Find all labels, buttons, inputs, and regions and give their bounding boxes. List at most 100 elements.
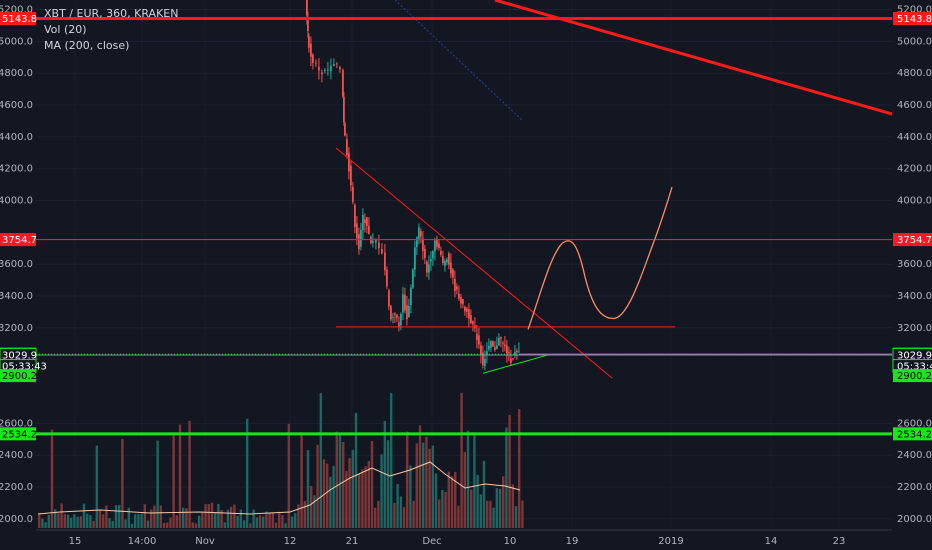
chart-legend: XBT / EUR, 360, KRAKEN Vol (20) MA (200,…	[44, 6, 178, 54]
candle-body	[434, 240, 436, 252]
volume-bar	[361, 469, 364, 528]
candle-body	[356, 223, 358, 239]
volume-bar	[255, 517, 258, 528]
volume-bar	[377, 500, 380, 528]
y-tick-label-right: 4200.0	[897, 164, 932, 175]
candle-body	[476, 333, 478, 340]
candle-body	[354, 204, 356, 228]
green-rising-trendline	[482, 354, 549, 374]
price-tag-left-text: 05:33:43	[2, 362, 47, 373]
candle-body	[390, 305, 392, 320]
candle-body	[472, 321, 474, 325]
volume-bar	[249, 523, 252, 528]
candle-body	[498, 338, 500, 346]
y-tick-label-left: 2000.0	[0, 514, 33, 525]
candle-body	[442, 255, 444, 264]
volume-bar	[76, 516, 79, 528]
price-tag-left-text: 2900.2	[2, 371, 37, 382]
volume-bar	[338, 434, 342, 528]
candle-body	[366, 217, 368, 226]
x-tick-label: 2019	[658, 536, 683, 547]
price-tag-right-text: 2534.2	[897, 429, 932, 440]
candle-body	[444, 261, 446, 266]
candle-body	[496, 345, 498, 349]
volume-bar	[246, 418, 249, 528]
volume-bar	[130, 523, 134, 528]
blue-trendline	[394, 0, 523, 121]
y-tick-label-right: 5000.0	[897, 36, 932, 47]
volume-bar	[335, 431, 338, 528]
volume-bar	[409, 465, 412, 528]
volume-bar	[66, 514, 70, 528]
candle-body	[482, 352, 484, 366]
volume-bar	[287, 423, 290, 528]
volume-bar	[41, 518, 44, 528]
volume-bar	[146, 520, 150, 528]
volume-bar	[169, 517, 172, 528]
y-tick-label-right: 3600.0	[897, 259, 932, 270]
volume-indicator-label: Vol (20)	[44, 23, 87, 36]
volume-bar	[454, 471, 457, 528]
candle-body	[350, 165, 352, 186]
volume-bar	[383, 420, 386, 528]
volume-bar	[57, 513, 60, 528]
candle-body	[436, 238, 438, 247]
volume-bar	[390, 393, 393, 528]
volume-bar	[473, 435, 476, 528]
x-tick-label: 10	[504, 536, 517, 547]
candle-body	[324, 69, 326, 71]
candle-body	[318, 66, 320, 71]
candle-body	[394, 313, 396, 315]
y-tick-label-right: 5200.0	[897, 5, 932, 16]
volume-bar	[159, 505, 162, 528]
volume-bar	[482, 460, 486, 528]
price-tag-left-text: 2534.2	[2, 429, 37, 440]
candle-body	[384, 252, 386, 271]
candle-body	[406, 305, 408, 320]
y-tick-label-right: 4600.0	[897, 100, 932, 111]
candle-body	[336, 63, 338, 65]
y-tick-label-left: 5200.0	[0, 5, 33, 16]
y-tick-label-left: 3400.0	[0, 291, 33, 302]
candle-body	[402, 294, 404, 313]
candle-body	[343, 96, 345, 123]
y-tick-label-left: 5000.0	[0, 36, 33, 47]
x-tick-label: 15	[69, 536, 82, 547]
volume-bar	[466, 430, 470, 528]
volume-bar	[348, 458, 351, 528]
volume-bar	[434, 473, 438, 528]
volume-bar	[262, 516, 265, 528]
candle-body	[510, 358, 512, 363]
volume-bar	[188, 420, 191, 528]
volume-bar	[345, 471, 348, 528]
volume-bar	[457, 505, 460, 528]
y-tick-label-right: 3400.0	[897, 291, 932, 302]
volume-bar	[194, 523, 198, 528]
candle-body	[492, 341, 494, 347]
candle-body	[404, 294, 406, 311]
volume-bar	[319, 393, 322, 528]
volume-bar	[418, 425, 422, 528]
y-tick-label-left: 4600.0	[0, 100, 33, 111]
candle-body	[518, 351, 520, 353]
volume-bar	[50, 429, 54, 528]
candle-body	[440, 251, 442, 255]
volume-bar	[54, 509, 57, 528]
candle-body	[454, 279, 456, 291]
volume-bar	[114, 505, 118, 528]
y-tick-label-right: 4400.0	[897, 132, 932, 143]
candle-body	[396, 314, 398, 318]
candle-body	[506, 345, 508, 354]
volume-bar	[226, 509, 230, 528]
candle-body	[372, 240, 374, 243]
volume-bar	[351, 449, 354, 528]
volume-bar	[284, 523, 287, 528]
candle-body	[310, 43, 312, 57]
candle-body	[307, 17, 309, 31]
volume-bar	[370, 441, 374, 528]
volume-bar	[479, 494, 482, 528]
volume-bar	[156, 440, 159, 528]
candle-body	[516, 350, 518, 353]
price-tag-left-text: 5143.8	[2, 14, 37, 25]
